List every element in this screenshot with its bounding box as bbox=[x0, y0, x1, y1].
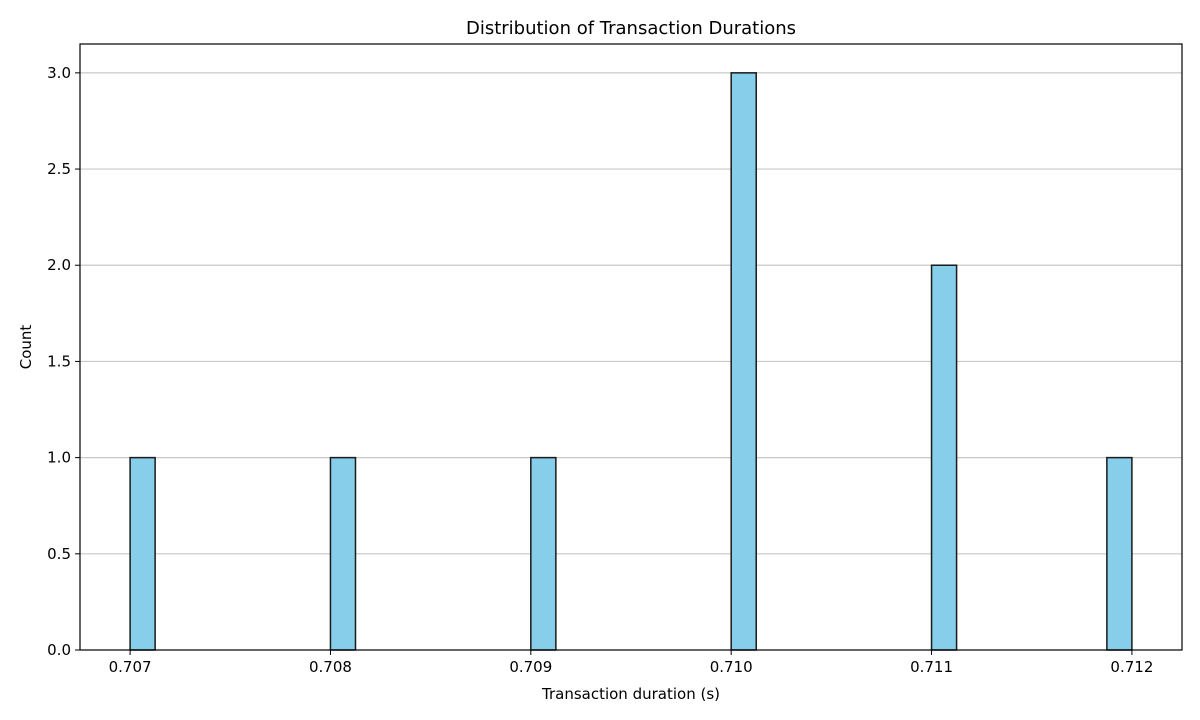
grid-lines bbox=[80, 72, 1182, 555]
y-tick-label: 2.0 bbox=[47, 256, 71, 274]
plot-area-frame bbox=[79, 43, 1183, 651]
x-tick-label: 0.711 bbox=[910, 658, 953, 676]
histogram-bar bbox=[530, 456, 557, 651]
y-tick-label: 0.5 bbox=[47, 545, 71, 563]
y-axis-label: Count bbox=[17, 325, 35, 370]
chart-title: Distribution of Transaction Durations bbox=[466, 18, 796, 39]
histogram-bar bbox=[1106, 456, 1133, 651]
x-axis-ticks: 0.707 0.708 0.709 0.710 0.711 0.712 bbox=[109, 650, 1153, 676]
histogram-bar bbox=[730, 72, 757, 651]
y-tick-label: 2.5 bbox=[47, 160, 71, 178]
x-tick-label: 0.707 bbox=[109, 658, 152, 676]
histogram-bar bbox=[930, 264, 958, 651]
y-axis-ticks: 0.0 0.5 1.0 1.5 2.0 2.5 3.0 bbox=[47, 64, 80, 659]
y-tick-label: 3.0 bbox=[47, 64, 71, 82]
x-axis-label: Transaction duration (s) bbox=[541, 685, 720, 703]
y-tick-label: 1.0 bbox=[47, 449, 71, 467]
y-tick-label: 0.0 bbox=[47, 641, 71, 659]
histogram-bar bbox=[329, 456, 357, 651]
histogram-bars bbox=[129, 72, 1133, 651]
x-tick-label: 0.712 bbox=[1110, 658, 1153, 676]
histogram-bar bbox=[129, 456, 156, 651]
y-tick-label: 1.5 bbox=[47, 352, 71, 370]
x-tick-label: 0.709 bbox=[509, 658, 552, 676]
x-tick-label: 0.710 bbox=[710, 658, 753, 676]
x-tick-label: 0.708 bbox=[309, 658, 352, 676]
